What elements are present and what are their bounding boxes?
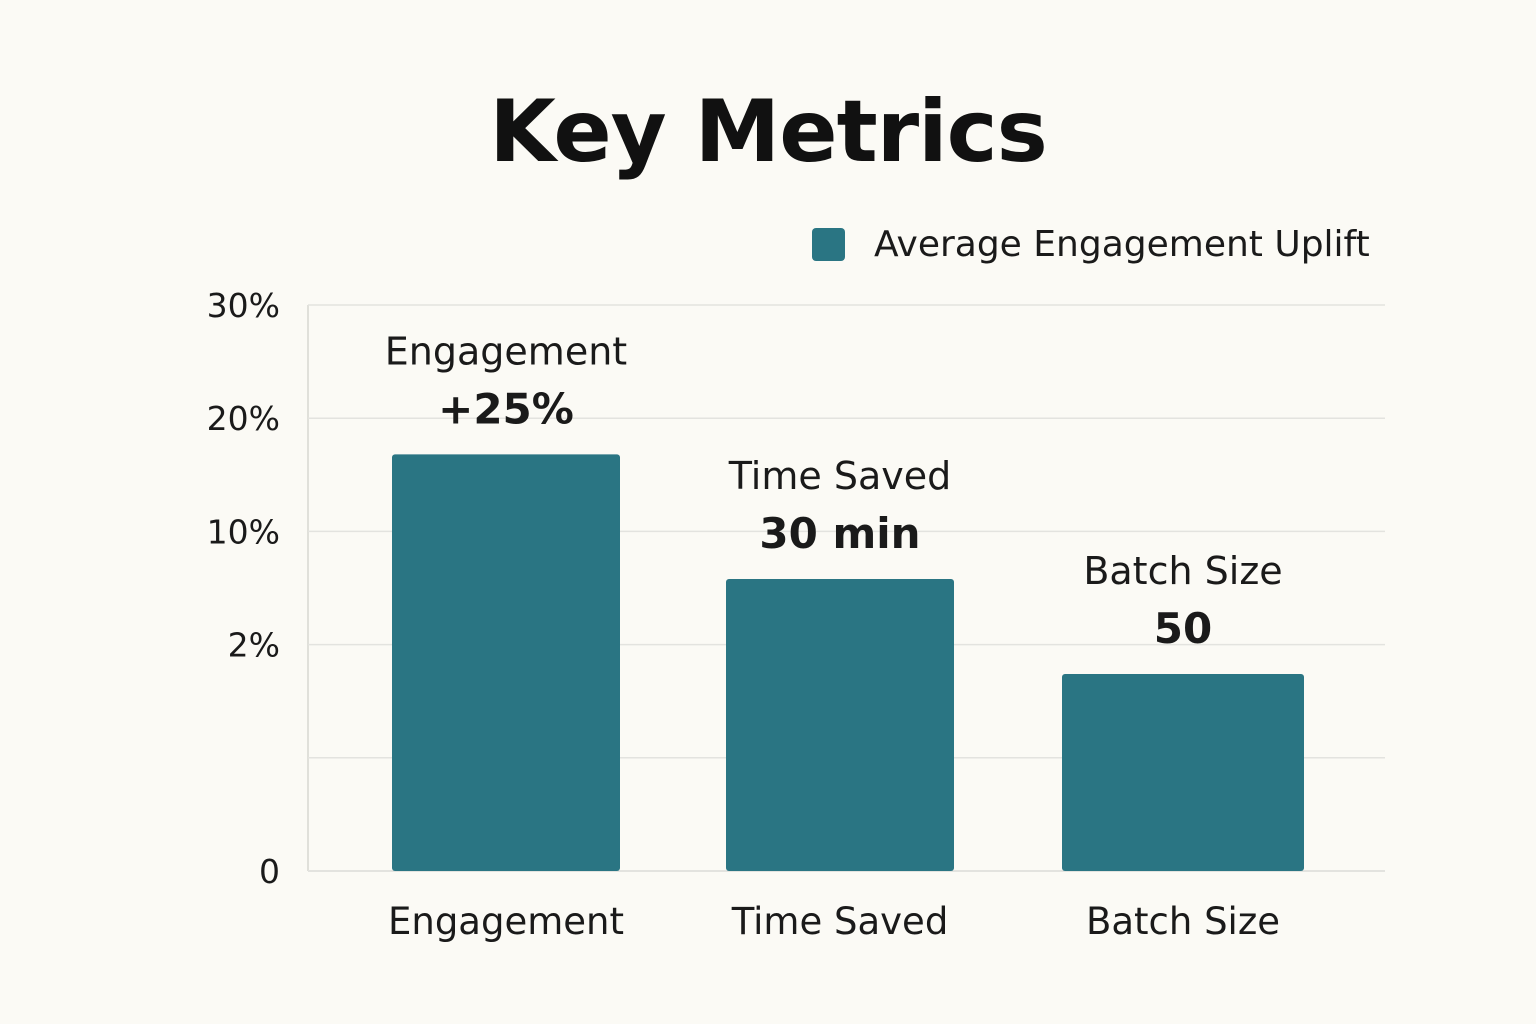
bar bbox=[1062, 674, 1304, 871]
legend-swatch bbox=[812, 227, 845, 261]
y-tick-label: 30% bbox=[207, 286, 280, 325]
chart-title: Key Metrics bbox=[489, 82, 1048, 182]
bar bbox=[726, 578, 954, 871]
x-tick-label: Engagement bbox=[388, 900, 624, 943]
legend: Average Engagement Uplift bbox=[812, 222, 1370, 266]
data-label-name: Time Saved bbox=[728, 454, 951, 498]
data-label-value: 50 bbox=[1154, 604, 1212, 653]
legend-label: Average Engagement Uplift bbox=[874, 223, 1370, 265]
y-tick-label: 2% bbox=[228, 626, 280, 665]
y-tick-label: 10% bbox=[207, 512, 280, 551]
x-tick-label: Batch Size bbox=[1086, 900, 1280, 943]
data-label-value: 30 min bbox=[759, 509, 920, 558]
data-label-value: +25% bbox=[438, 384, 574, 433]
data-label-name: Engagement bbox=[385, 329, 627, 373]
bar bbox=[392, 454, 620, 871]
data-label-name: Batch Size bbox=[1083, 549, 1282, 593]
y-tick-label: 0 bbox=[259, 852, 280, 891]
x-tick-label: Time Saved bbox=[731, 900, 949, 943]
y-tick-label: 20% bbox=[207, 399, 280, 438]
